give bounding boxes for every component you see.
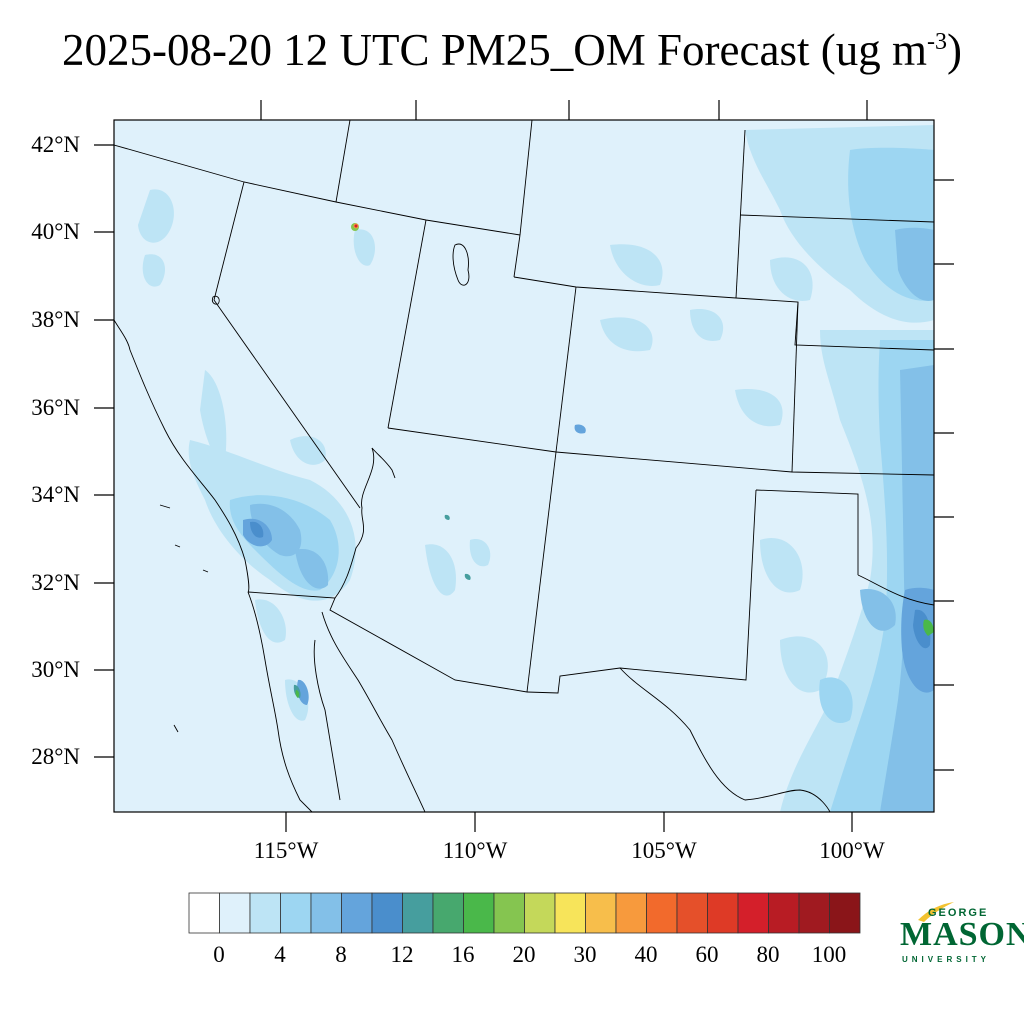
logo-bottom-text: UNIVERSITY: [902, 955, 991, 964]
lat-label-42n: 42°N: [31, 132, 80, 157]
lon-label-110w: 110°W: [442, 838, 508, 863]
colorbar-swatch: [493, 892, 525, 934]
colorbar-swatch: [341, 892, 373, 934]
colorbar-swatch: [798, 892, 830, 934]
lat-label-38n: 38°N: [31, 307, 80, 332]
colorbar-swatch: [524, 892, 556, 934]
colorbar-swatch: [615, 892, 647, 934]
colorbar-swatch: [188, 892, 220, 934]
lat-label-28n: 28°N: [31, 744, 80, 769]
colorbar-label-80: 80: [756, 942, 780, 967]
colorbar-swatch: [249, 892, 281, 934]
colorbar-label-20: 20: [512, 942, 536, 967]
colorbar-swatch: [219, 892, 251, 934]
swoosh-icon: [918, 902, 954, 922]
colorbar-label-60: 60: [695, 942, 719, 967]
lat-label-40n: 40°N: [31, 219, 80, 244]
colorbar-swatch: [646, 892, 678, 934]
colorbar-label-8: 8: [335, 942, 347, 967]
colorbar-label-0: 0: [213, 942, 225, 967]
lat-label-32n: 32°N: [31, 570, 80, 595]
colorbar-swatch: [585, 892, 617, 934]
map-frame: [113, 119, 935, 813]
axis-ticks: [94, 100, 954, 832]
colorbar-label-40: 40: [634, 942, 658, 967]
colorbar-swatch: [432, 892, 464, 934]
colorbar-label-100: 100: [811, 942, 847, 967]
colorbar-swatch: [310, 892, 342, 934]
colorbar-swatch: [676, 892, 708, 934]
concentration-field: [138, 125, 934, 812]
lat-label-30n: 30°N: [31, 657, 80, 682]
colorbar-label-30: 30: [573, 942, 597, 967]
logo-top-text: GEORGE: [928, 907, 989, 919]
lon-label-115w: 115°W: [253, 838, 319, 863]
colorbar-swatch: [768, 892, 800, 934]
colorbar-label-12: 12: [390, 942, 414, 967]
lat-label-36n: 36°N: [31, 395, 80, 420]
lat-label-34n: 34°N: [31, 482, 80, 507]
gmu-logo: GEORGE MASON UNIVERSITY: [896, 900, 1024, 970]
colorbar-swatch: [371, 892, 403, 934]
colorbar-swatch: [829, 892, 861, 934]
colorbar-swatch: [554, 892, 586, 934]
colorbar-label-16: 16: [451, 942, 475, 967]
map-title: 2025-08-20 12 UTC PM25_OM Forecast (ug m…: [0, 22, 1024, 78]
colorbar-swatch: [280, 892, 312, 934]
colorbar-swatch: [402, 892, 434, 934]
title-main: 2025-08-20 12 UTC PM25_OM Forecast (ug m: [62, 25, 927, 75]
lon-label-105w: 105°W: [631, 838, 697, 863]
colorbar: [188, 892, 861, 934]
title-close: ): [946, 25, 962, 75]
colorbar-swatch: [463, 892, 495, 934]
title-exponent: -3: [926, 29, 947, 55]
lon-label-100w: 100°W: [819, 838, 885, 863]
colorbar-swatch: [737, 892, 769, 934]
state-and-coast-boundaries: [114, 120, 934, 812]
colorbar-swatch: [707, 892, 739, 934]
logo-main-text: MASON: [900, 916, 1024, 953]
colorbar-label-4: 4: [274, 942, 286, 967]
